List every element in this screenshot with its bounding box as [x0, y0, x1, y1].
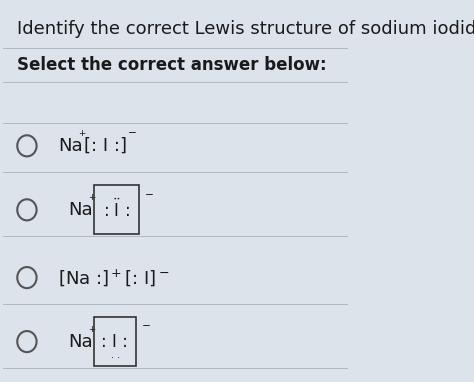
Text: $^+$: $^+$ — [87, 326, 98, 339]
Text: Na: Na — [68, 201, 93, 219]
Text: $^+$: $^+$ — [77, 130, 87, 143]
Text: : $\ddot{\mathrm{I}}$ :: : $\ddot{\mathrm{I}}$ : — [103, 199, 130, 221]
Text: : I :: : I : — [101, 333, 128, 351]
Text: Select the correct answer below:: Select the correct answer below: — [17, 56, 326, 74]
Text: Na: Na — [68, 333, 93, 351]
Text: . .: . . — [111, 350, 120, 360]
Text: $^-$: $^-$ — [139, 323, 151, 338]
Text: $^-$: $^-$ — [125, 129, 137, 144]
Text: $^-$: $^-$ — [143, 191, 155, 206]
Text: [: I :]: [: I :] — [84, 137, 127, 155]
Text: Identify the correct Lewis structure of sodium iodide.: Identify the correct Lewis structure of … — [17, 20, 474, 38]
Text: [Na :]$^+$[: I]$^-$: [Na :]$^+$[: I]$^-$ — [58, 267, 169, 288]
Text: $^+$: $^+$ — [87, 194, 98, 207]
Text: Na: Na — [58, 137, 82, 155]
